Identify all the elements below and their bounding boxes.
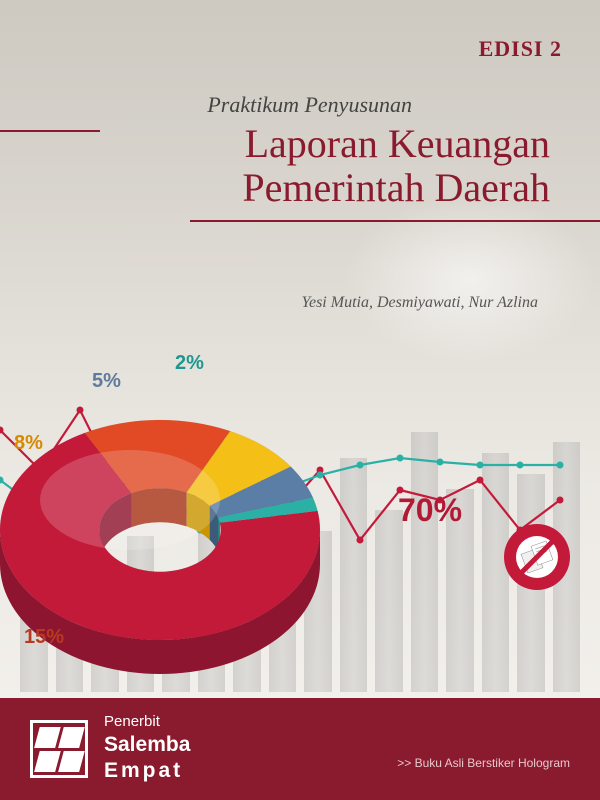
pretitle: Praktikum Penyusunan: [0, 92, 550, 118]
donut-chart: [0, 380, 350, 700]
hologram-note: >> Buku Asli Berstiker Hologram: [397, 756, 570, 770]
edition-label: EDISI 2: [479, 36, 562, 62]
pct-label-8: 8%: [14, 432, 43, 455]
title-line-1: Laporan Keuangan: [0, 122, 550, 166]
publisher-line-2: Salemba: [104, 732, 190, 758]
publisher-line-3: Empat: [104, 758, 190, 784]
copyright-badge: [502, 522, 572, 592]
title-block: Praktikum Penyusunan Laporan Keuangan Pe…: [0, 92, 600, 210]
title-rule-bottom: [190, 220, 600, 222]
publisher-line-1: Penerbit: [104, 713, 190, 732]
footer-bar: Penerbit Salemba Empat >> Buku Asli Bers…: [0, 698, 600, 800]
authors: Yesi Mutia, Desmiyawati, Nur Azlina: [302, 294, 538, 312]
pct-label-15: 15%: [24, 626, 64, 649]
pct-label-70: 70%: [398, 492, 462, 529]
title-line-2: Pemerintah Daerah: [0, 166, 550, 210]
publisher-logo-icon: [30, 720, 88, 778]
publisher-name: Penerbit Salemba Empat: [104, 713, 190, 784]
pct-label-2: 2%: [175, 352, 204, 375]
pct-label-5: 5%: [92, 370, 121, 393]
